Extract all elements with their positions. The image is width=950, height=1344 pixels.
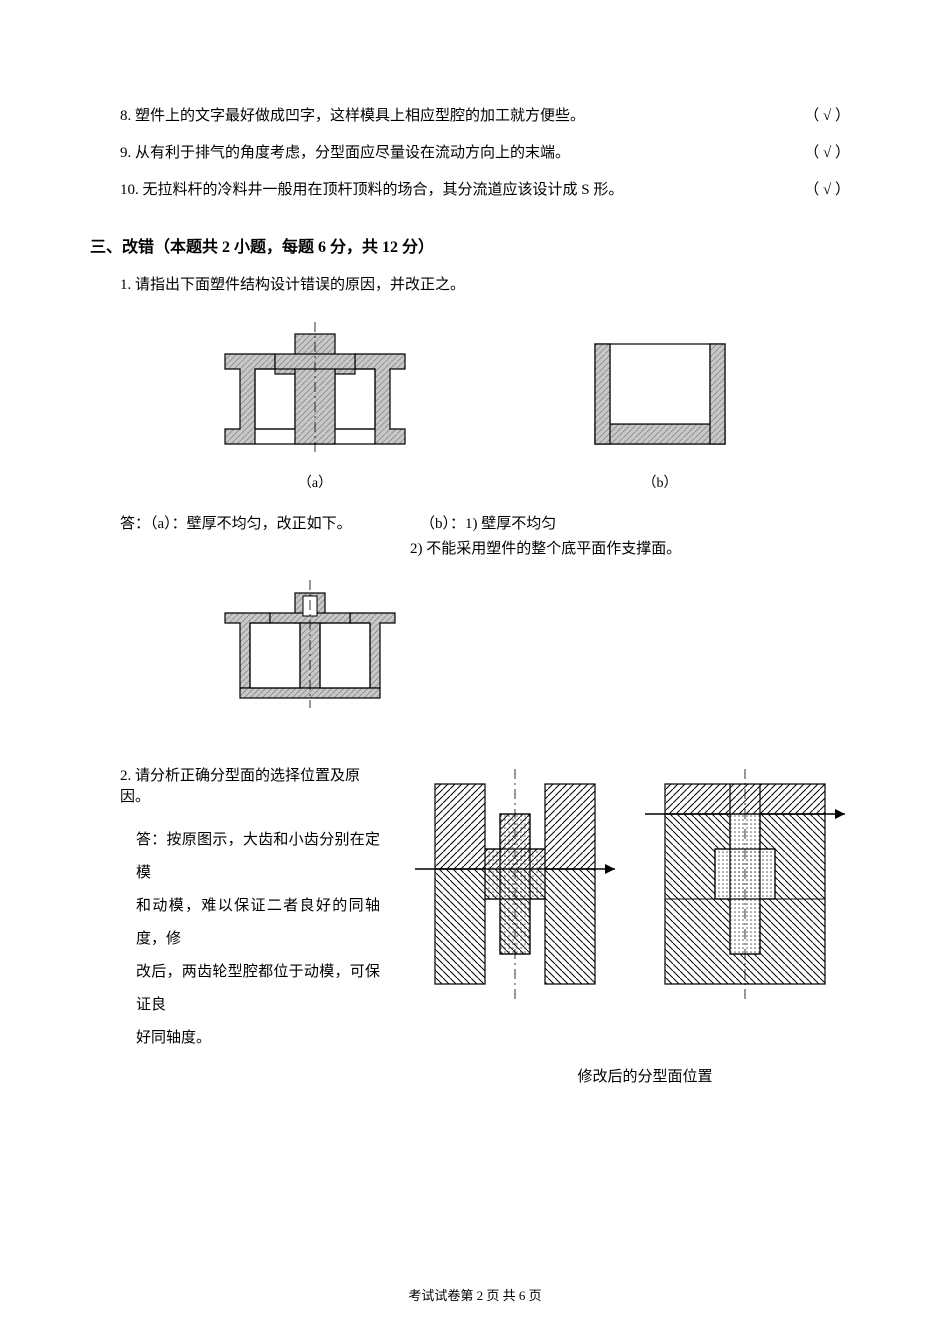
q2-answer-l2: 和动模，难以保证二者良好的同轴度，修 [136,890,380,956]
q1-figure-a-box: （a） [205,314,425,492]
q1-figure-a-svg [205,314,425,464]
question-10: 10. 无拉料杆的冷料井一般用在顶杆顶料的场合，其分流道应该设计成 S 形。 （… [90,174,860,207]
q1-answer-b2: 2) 不能采用塑件的整个底平面作支撑面。 [410,537,860,558]
q1-answer-row: 答：（a）：壁厚不均匀，改正如下。 （b）：1) 壁厚不均匀 [120,512,860,533]
question-8: 8. 塑件上的文字最好做成凹字，这样模具上相应型腔的加工就方便些。 （ √ ） [90,100,860,133]
q1-corrected-svg [200,568,420,718]
question-8-text: 8. 塑件上的文字最好做成凹字，这样模具上相应型腔的加工就方便些。 [120,108,585,124]
q1-corrected-figure [200,568,860,718]
question-8-mark: （ √ ） [774,100,850,133]
q1-figure-a-label: （a） [205,472,425,492]
q2-answer-l1: 答：按原图示，大齿和小齿分别在定模 [136,824,380,890]
question-9-text: 9. 从有利于排气的角度考虑，分型面应尽量设在流动方向上的末端。 [120,145,570,161]
q1-figure-b-box: （b） [575,324,745,492]
page-footer: 考试试卷第 2 页 共 6 页 [0,1285,950,1304]
q2-prompt: 2. 请分析正确分型面的选择位置及原因。 [120,764,380,806]
question-9: 9. 从有利于排气的角度考虑，分型面应尽量设在流动方向上的末端。 （ √ ） [90,137,860,170]
question-10-mark: （ √ ） [774,174,850,207]
q2-text-block: 2. 请分析正确分型面的选择位置及原因。 答：按原图示，大齿和小齿分别在定模 和… [90,754,400,1055]
q2-container: 2. 请分析正确分型面的选择位置及原因。 答：按原图示，大齿和小齿分别在定模 和… [90,754,860,1055]
q2-modified-label: 修改后的分型面位置 [430,1065,860,1086]
q1-answer-a: 答：（a）：壁厚不均匀，改正如下。 [120,512,420,533]
question-10-text: 10. 无拉料杆的冷料井一般用在顶杆顶料的场合，其分流道应该设计成 S 形。 [120,182,623,198]
q1-prompt: 1. 请指出下面塑件结构设计错误的原因，并改正之。 [120,273,860,294]
q2-figures [400,754,860,1055]
q1-figure-b-label: （b） [575,472,745,492]
q1-figure-row: （a） （b） [130,314,820,492]
q2-answer-l3: 改后，两齿轮型腔都位于动模，可保证良 [136,956,380,1022]
section-3-title: 三、改错（本题共 2 小题，每题 6 分，共 12 分） [90,233,860,257]
q1-figure-b-svg [575,324,745,464]
question-9-mark: （ √ ） [774,137,850,170]
q2-figure-modified [645,754,845,1014]
q2-answer: 答：按原图示，大齿和小齿分别在定模 和动模，难以保证二者良好的同轴度，修 改后，… [136,824,380,1055]
q1-answer-b1: （b）：1) 壁厚不均匀 [420,512,860,533]
q2-answer-l4: 好同轴度。 [136,1022,380,1055]
q2-figure-original [415,754,615,1014]
